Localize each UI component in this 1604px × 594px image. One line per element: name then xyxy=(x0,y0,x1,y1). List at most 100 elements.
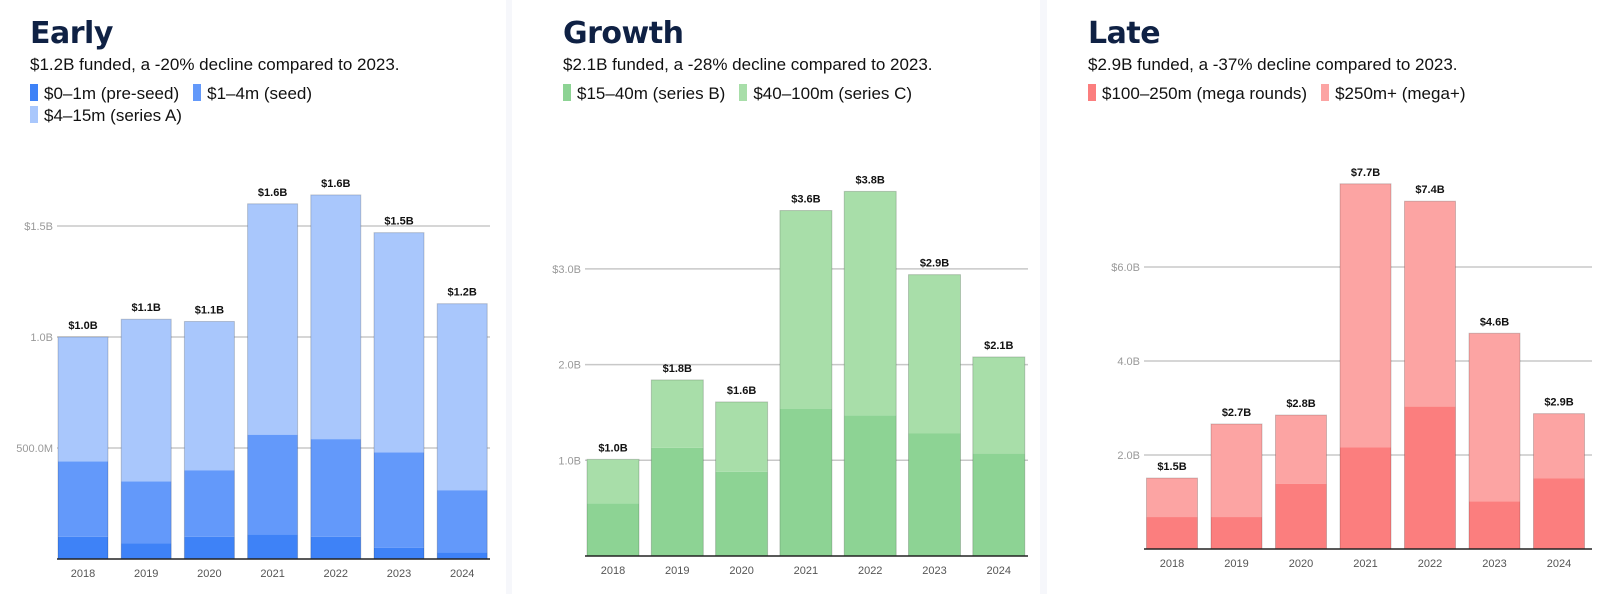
chart-subtitle: $2.9B funded, a -37% decline compared to… xyxy=(1088,55,1458,74)
legend-label: $0–1m (pre-seed) xyxy=(44,84,180,103)
bar-segment xyxy=(1211,517,1262,549)
x-tick-label: 2018 xyxy=(71,568,95,580)
bar-segment xyxy=(972,356,1025,454)
data-label: $1.0B xyxy=(68,320,97,332)
legend-item: $0–1m (pre-seed) xyxy=(30,83,179,105)
x-tick-label: 2022 xyxy=(324,568,348,580)
bar-segment xyxy=(121,543,172,559)
data-label: $1.0B xyxy=(598,442,627,454)
bar-segment xyxy=(972,453,1025,556)
data-label: $1.1B xyxy=(195,304,224,316)
bar-segment xyxy=(908,433,961,556)
y-tick-label: 2.0B xyxy=(558,360,581,372)
data-label: $3.8B xyxy=(856,174,885,186)
y-tick-label: $3.0B xyxy=(552,264,581,276)
data-label: $2.8B xyxy=(1286,398,1315,410)
bar-segment xyxy=(247,534,298,559)
x-tick-label: 2020 xyxy=(729,565,753,577)
bar-segment xyxy=(908,274,961,434)
bar-segment xyxy=(1469,333,1520,502)
x-tick-label: 2018 xyxy=(1160,558,1184,570)
growth-chart: 1.0B 2.0B $3.0B $1.0B 2018 $1.8B 2019 $1.6B 2020… xyxy=(552,174,1028,577)
x-tick-label: 2019 xyxy=(665,565,689,577)
legend-swatch xyxy=(1321,84,1330,101)
legend-item: $250m+ (mega+) xyxy=(1321,83,1465,105)
bar-segment xyxy=(310,194,361,440)
data-label: $1.5B xyxy=(1157,461,1186,473)
data-label: $1.1B xyxy=(132,302,161,314)
legend-label: $40–100m (series C) xyxy=(753,84,913,103)
chart-title: Growth xyxy=(563,16,684,51)
bar-segment xyxy=(374,232,424,453)
data-label: $2.9B xyxy=(920,258,949,270)
data-label: $1.5B xyxy=(384,216,413,228)
legend-label: $15–40m (series B) xyxy=(577,84,726,103)
data-label: $1.6B xyxy=(727,385,756,397)
y-tick-label: 4.0B xyxy=(1117,356,1140,368)
late-panel: Late $2.9B funded, a -37% decline compar… xyxy=(1047,0,1604,594)
bar-segment xyxy=(1275,415,1327,484)
data-label: $1.8B xyxy=(663,363,692,375)
bar-segment xyxy=(1469,501,1520,549)
x-tick-label: 2024 xyxy=(450,568,474,580)
y-tick-label: 1.0B xyxy=(30,332,53,344)
y-tick-label: $1.5B xyxy=(24,221,53,233)
x-tick-label: 2024 xyxy=(1547,558,1571,570)
data-label: $2.9B xyxy=(1544,397,1573,409)
data-label: $2.1B xyxy=(984,340,1013,352)
x-tick-label: 2018 xyxy=(601,565,625,577)
data-label: $7.7B xyxy=(1351,167,1380,179)
bar-segment xyxy=(1275,483,1327,549)
legend-label: $250m+ (mega+) xyxy=(1335,84,1466,103)
legend-label: $1–4m (seed) xyxy=(207,84,313,103)
early-panel: Early $1.2B funded, a -20% decline compa… xyxy=(0,0,506,594)
chart-subtitle: $1.2B funded, a -20% decline compared to… xyxy=(30,55,400,74)
data-label: $1.6B xyxy=(321,178,350,190)
bar-segment xyxy=(1404,406,1456,549)
bar-segment xyxy=(437,552,488,559)
bar-segment xyxy=(184,470,235,537)
bar-segment xyxy=(844,191,897,416)
bar-segment xyxy=(184,321,235,471)
legend: $100–250m (mega rounds) $250m+ (mega+) xyxy=(1088,83,1588,105)
bar-segment xyxy=(184,536,235,559)
y-tick-label: 500.0M xyxy=(16,443,53,455)
y-tick-label: 1.0B xyxy=(558,455,581,467)
bar-segment xyxy=(247,434,298,535)
x-tick-label: 2021 xyxy=(260,568,284,580)
x-tick-label: 2019 xyxy=(1224,558,1248,570)
bar-segment xyxy=(374,547,424,559)
data-label: $1.2B xyxy=(448,287,477,299)
legend-swatch xyxy=(563,84,571,101)
legend-item: $15–40m (series B) xyxy=(563,83,725,105)
legend-item: $100–250m (mega rounds) xyxy=(1088,83,1307,105)
bar-segment xyxy=(844,415,897,556)
bar-segment xyxy=(310,439,361,537)
x-tick-label: 2023 xyxy=(387,568,411,580)
x-tick-label: 2020 xyxy=(1289,558,1313,570)
bar-segment xyxy=(1340,183,1391,448)
x-tick-label: 2021 xyxy=(794,565,818,577)
chart-subtitle: $2.1B funded, a -28% decline compared to… xyxy=(563,55,933,74)
bar-segment xyxy=(437,303,488,491)
legend-swatch xyxy=(739,84,748,101)
legend-label: $100–250m (mega rounds) xyxy=(1102,84,1308,103)
bar-segment xyxy=(715,471,768,556)
bar-segment xyxy=(587,459,639,504)
chart-title: Late xyxy=(1088,16,1161,51)
bar-segment xyxy=(437,490,488,553)
bar-segment xyxy=(121,319,172,482)
legend: $0–1m (pre-seed) $1–4m (seed) $4–15m (seri… xyxy=(30,83,490,127)
data-label: $3.6B xyxy=(791,194,820,206)
growth-panel: Growth $2.1B funded, a -28% decline comp… xyxy=(512,0,1040,594)
data-label: $2.7B xyxy=(1222,407,1251,419)
y-tick-label: 2.0B xyxy=(1117,450,1140,462)
bar-segment xyxy=(1404,201,1456,407)
bar-segment xyxy=(651,447,704,556)
legend-label: $4–15m (series A) xyxy=(44,106,182,125)
x-tick-label: 2023 xyxy=(1482,558,1506,570)
bar-segment xyxy=(779,210,832,409)
bar-segment xyxy=(1146,517,1198,549)
bar-segment xyxy=(587,503,639,556)
bar-segment xyxy=(1146,478,1198,518)
